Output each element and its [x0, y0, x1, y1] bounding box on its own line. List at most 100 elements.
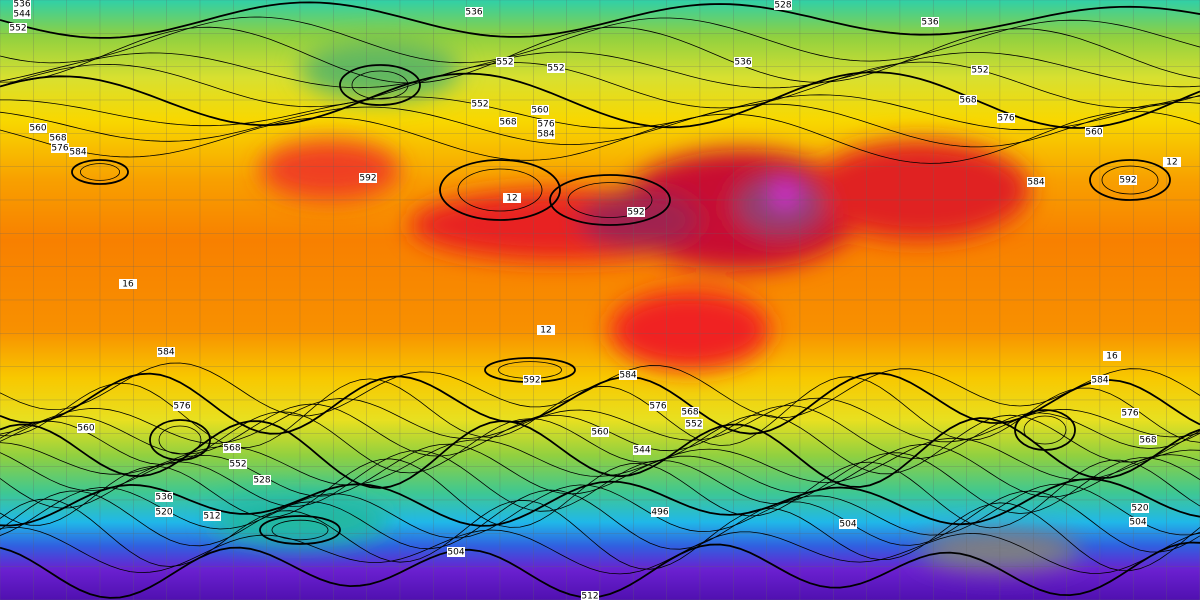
label-box [959, 95, 977, 105]
contour-label: 576 [537, 120, 554, 130]
label-box [681, 407, 699, 417]
label-box [1103, 351, 1121, 361]
contour-label: 576 [997, 114, 1014, 124]
contour-line [0, 1, 1200, 39]
label-box [537, 325, 555, 335]
label-box [13, 0, 31, 9]
label-box [223, 443, 241, 453]
contour-label: 560 [531, 106, 548, 116]
label-box [1139, 435, 1157, 445]
label-box [173, 401, 191, 411]
contour-label: 568 [499, 118, 516, 128]
contour-label: 552 [471, 100, 488, 110]
contour-label: 12 [506, 194, 517, 204]
label-box [203, 511, 221, 521]
label-box [591, 427, 609, 437]
label-box [155, 492, 173, 502]
label-box [547, 63, 565, 73]
contour-label: 552 [496, 58, 513, 68]
contour-label: 592 [627, 208, 644, 218]
contour-label: 552 [9, 24, 26, 34]
label-box [633, 445, 651, 455]
contour-line [0, 51, 1200, 89]
contour-line [0, 526, 1200, 575]
label-box [447, 547, 465, 557]
contour-label: 12 [540, 326, 551, 336]
label-box [649, 401, 667, 411]
contour-label: 552 [685, 420, 702, 430]
contour-label: 536 [465, 8, 482, 18]
contour-label: 544 [13, 10, 30, 20]
contour-label: 568 [681, 408, 698, 418]
label-box [1131, 503, 1149, 513]
label-box [471, 99, 489, 109]
contour-line [0, 94, 1200, 131]
label-box [465, 7, 483, 17]
contour-line [0, 541, 1200, 599]
closed-contour [80, 163, 121, 181]
label-box [1027, 177, 1045, 187]
label-box [9, 23, 27, 33]
contour-label: 576 [51, 144, 68, 154]
contour-line [0, 417, 1200, 489]
label-box [13, 9, 31, 19]
contour-line [0, 478, 1200, 527]
contour-label: 576 [1121, 409, 1138, 419]
label-box [581, 591, 599, 600]
label-box [1085, 127, 1103, 137]
contour-label: 528 [253, 476, 270, 486]
contour-label: 584 [537, 130, 554, 140]
contour-label: 504 [447, 548, 464, 558]
contour-label: 536 [921, 18, 938, 28]
contour-line [0, 71, 1200, 129]
closed-contour [1023, 415, 1067, 445]
closed-contour [351, 70, 409, 100]
contour-label: 552 [547, 64, 564, 74]
label-box [537, 119, 555, 129]
label-box [531, 105, 549, 115]
contour-line [0, 397, 1200, 444]
contour-label: 592 [1119, 176, 1136, 186]
contour-label: 512 [581, 592, 598, 600]
contour-label: 568 [49, 134, 66, 144]
label-box [77, 423, 95, 433]
label-box [997, 113, 1015, 123]
contour-line [0, 411, 1200, 475]
label-box [229, 459, 247, 469]
label-box [971, 65, 989, 75]
label-box [69, 147, 87, 157]
contour-label: 496 [651, 508, 668, 518]
label-box [499, 117, 517, 127]
contour-label: 520 [155, 508, 172, 518]
label-box [1129, 517, 1147, 527]
contour-label: 12 [1166, 158, 1177, 168]
label-box [29, 123, 47, 133]
contour-line [0, 483, 1200, 539]
contour-label: 504 [839, 520, 856, 530]
label-box [1121, 408, 1139, 418]
label-box [1119, 175, 1137, 185]
closed-contour [439, 159, 561, 221]
contour-label: 504 [1129, 518, 1146, 528]
contour-line [0, 458, 1200, 529]
contour-label: 584 [1027, 178, 1044, 188]
contour-line [0, 372, 1200, 435]
contour-label: 536 [13, 0, 30, 10]
closed-contour [271, 519, 329, 541]
contour-label: 536 [155, 493, 172, 503]
contour-label: 560 [29, 124, 46, 134]
label-box [1091, 375, 1109, 385]
label-box [496, 57, 514, 67]
closed-contour [149, 419, 211, 461]
contour-line [0, 376, 1200, 448]
contour-label: 584 [157, 348, 174, 358]
contour-label: 520 [1131, 504, 1148, 514]
contour-label: 584 [1091, 376, 1108, 386]
contour-label: 552 [229, 460, 246, 470]
label-box [155, 507, 173, 517]
label-box [921, 17, 939, 27]
contour-label: 16 [1106, 352, 1118, 362]
closed-contour [158, 425, 202, 455]
